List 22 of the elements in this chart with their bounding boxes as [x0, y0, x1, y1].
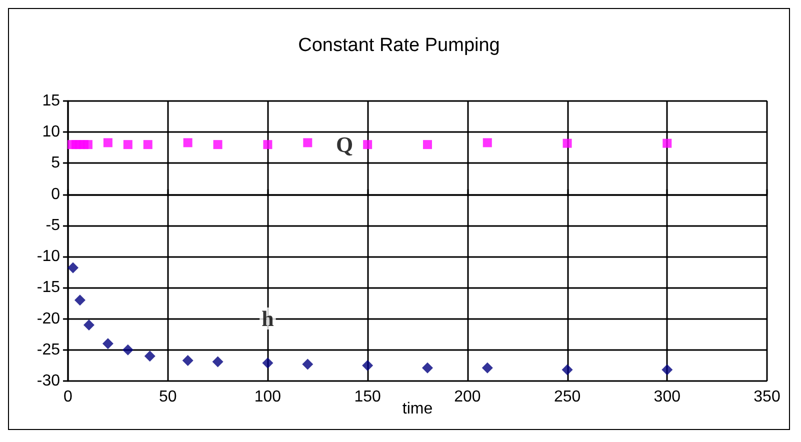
x-tick-label: 150 — [354, 388, 382, 406]
x-tick-label: 200 — [454, 388, 481, 406]
y-tick-label: 0 — [51, 186, 60, 203]
chart-title: Constant Rate Pumping — [298, 35, 500, 56]
series-label: Q — [336, 132, 354, 158]
y-tick-label: 5 — [51, 154, 60, 172]
x-tick-label: 50 — [158, 388, 177, 406]
x-tick-label: 100 — [254, 388, 282, 406]
y-tick-label: -25 — [36, 341, 60, 358]
series-label: h — [262, 306, 274, 331]
x-tick-label: 0 — [64, 388, 73, 406]
y-tick-label: -15 — [36, 279, 60, 296]
x-axis-title: time — [402, 400, 433, 418]
x-tick-label: 300 — [654, 388, 681, 406]
y-tick-label: 10 — [42, 124, 60, 141]
y-tick-label: -20 — [36, 310, 60, 328]
y-tick-label: -30 — [36, 372, 60, 390]
y-tick-label: 15 — [42, 92, 60, 110]
x-tick-label: 250 — [554, 388, 581, 406]
y-tick-label: -5 — [46, 216, 60, 234]
y-tick-label: -10 — [36, 248, 60, 266]
x-tick-label: 350 — [754, 388, 780, 406]
